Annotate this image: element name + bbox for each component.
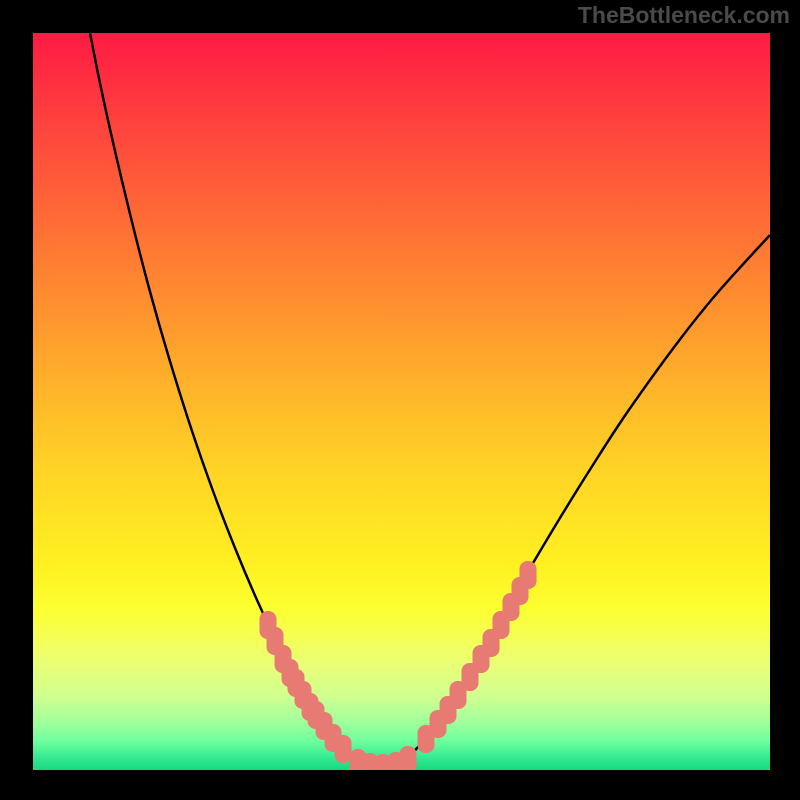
plot-area (33, 33, 770, 770)
data-marker (520, 561, 537, 589)
watermark-text: TheBottleneck.com (578, 2, 790, 29)
data-marker (335, 735, 352, 763)
curve-overlay (33, 33, 770, 770)
data-marker (400, 746, 417, 770)
marker-group (260, 561, 537, 770)
right-curve (388, 235, 770, 768)
chart-container: TheBottleneck.com (0, 0, 800, 800)
left-curve (90, 33, 378, 768)
